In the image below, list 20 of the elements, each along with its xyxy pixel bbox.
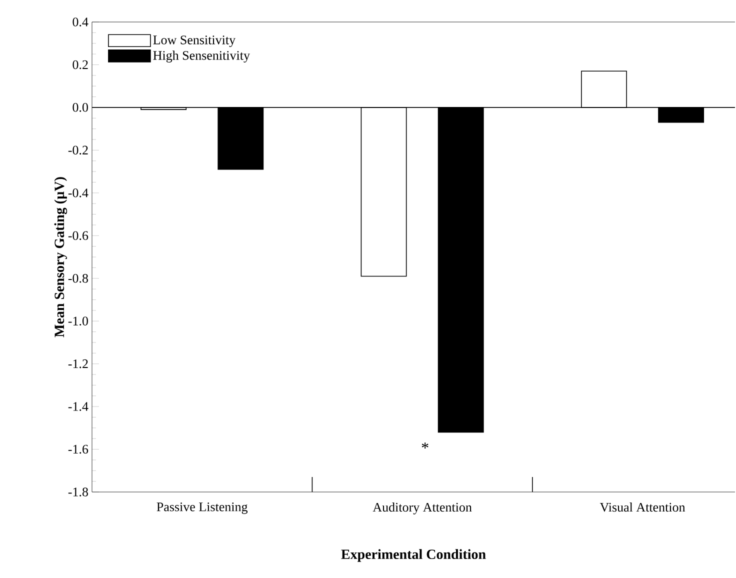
y-tick-label: -0.6: [68, 231, 88, 240]
y-tick-label: -0.2: [68, 146, 88, 155]
y-tick-label: 0.4: [72, 18, 88, 26]
x-tick-label: Passive Listening: [156, 502, 248, 514]
legend-label: High Sensenitivity: [153, 50, 250, 62]
y-axis-title: Mean Sensory Gating (µV): [54, 177, 68, 338]
y-tick-label: -1.0: [68, 316, 88, 326]
y-tick-label: -1.8: [68, 488, 88, 496]
legend-label: Low Sensitivity: [153, 36, 236, 47]
y-tick-label: -1.4: [68, 402, 88, 411]
x-tick-label: Auditory Attention: [372, 502, 472, 514]
y-tick-label: 0.0: [72, 103, 88, 112]
y-tick-label: -1.2: [68, 359, 88, 368]
y-tick-label: -0.8: [68, 274, 88, 283]
x-axis-title: Experimental Condition: [341, 549, 486, 562]
y-tick-label: 0.2: [72, 60, 88, 70]
y-tick-label: -1.6: [68, 444, 88, 454]
y-tick-label: -0.4: [68, 188, 88, 198]
x-tick-label: Visual Attention: [600, 502, 686, 512]
annotation: *: [422, 442, 428, 448]
